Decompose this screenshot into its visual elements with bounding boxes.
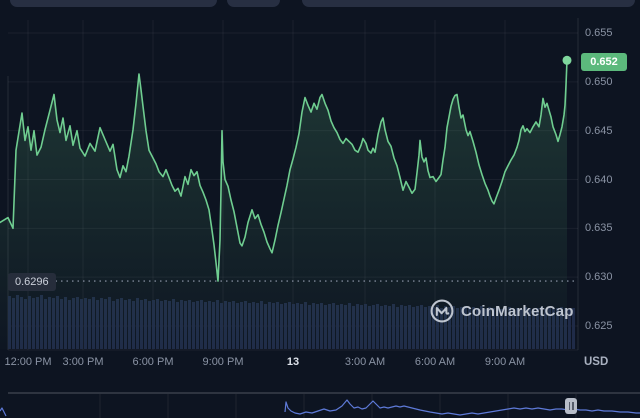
y-axis-tick-label: 0.645 xyxy=(585,124,613,137)
low-price-label: 0.6296 xyxy=(8,273,56,291)
x-axis-tick-label: 9:00 PM xyxy=(202,356,244,368)
x-axis-tick-label: 12:00 PM xyxy=(4,356,52,368)
navigator-drag-handle[interactable] xyxy=(565,398,577,414)
toolbar-button-stub-left[interactable] xyxy=(10,0,217,7)
coinmarketcap-m-icon xyxy=(430,299,454,323)
y-axis-tick-label: 0.635 xyxy=(585,222,613,235)
price-line-series xyxy=(0,55,578,350)
timeline-navigator[interactable] xyxy=(0,392,640,418)
price-line xyxy=(0,59,568,282)
toolbar-button-stub-middle[interactable] xyxy=(227,0,280,7)
x-axis-tick-label: 13 xyxy=(286,356,300,368)
x-axis-tick-label: 6:00 AM xyxy=(414,356,456,368)
watermark-brand-text: CoinMarketCap xyxy=(461,302,574,320)
x-axis-tick-label: 3:00 AM xyxy=(344,356,386,368)
x-axis-tick-label: 3:00 PM xyxy=(62,356,104,368)
y-axis-tick-label: 0.650 xyxy=(585,75,613,88)
currency-unit-label: USD xyxy=(584,356,609,368)
y-axis-tick-label: 0.655 xyxy=(585,27,613,39)
x-axis-tick-label: 9:00 AM xyxy=(484,356,526,368)
y-axis-tick-label: 0.630 xyxy=(585,271,613,284)
y-axis-tick-label: 0.640 xyxy=(585,173,613,186)
y-axis-tick-label: 0.625 xyxy=(585,320,613,332)
toolbar-button-stub-right[interactable] xyxy=(302,0,635,7)
coinmarketcap-watermark: CoinMarketCap xyxy=(430,299,574,323)
navigator-line xyxy=(284,399,640,416)
x-axis-tick-label: 6:00 PM xyxy=(132,356,174,368)
current-price-dot xyxy=(562,55,572,65)
current-price-badge: 0.652 xyxy=(581,53,627,72)
